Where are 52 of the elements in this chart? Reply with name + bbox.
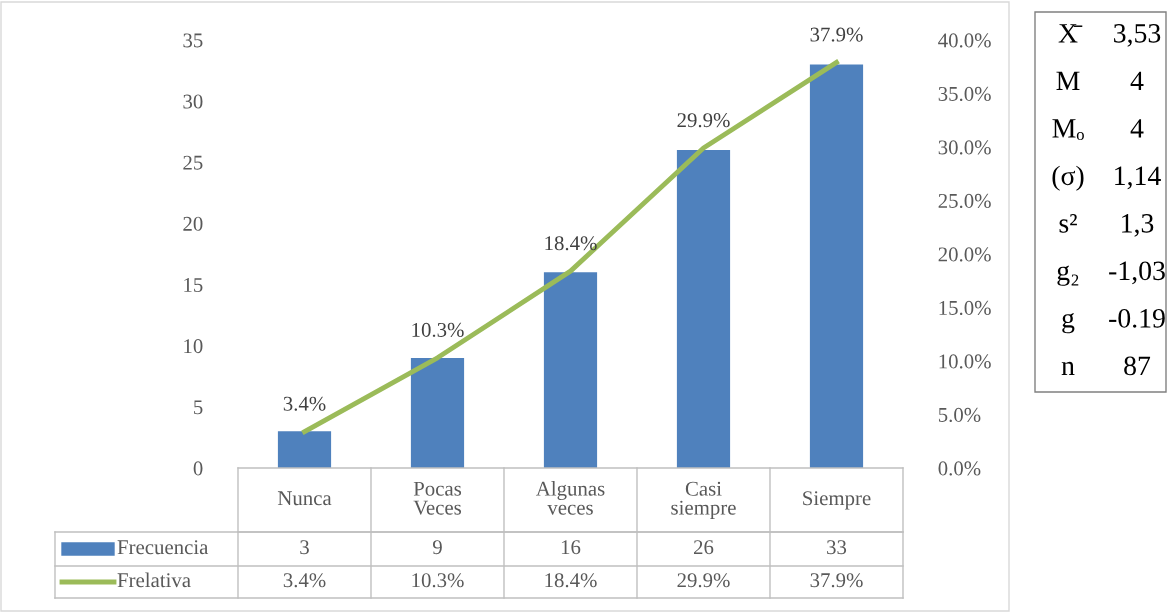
data-label: 3 bbox=[300, 540, 309, 555]
legend-label: Frelativa bbox=[117, 572, 191, 588]
x-tick-label: Casi siempre bbox=[671, 481, 736, 519]
y2-tick-label: 0.0% bbox=[938, 461, 981, 476]
y2-tick-label: 15.0% bbox=[939, 300, 991, 316]
data-label: 16 bbox=[561, 540, 581, 555]
y2-tick-label: 35.0% bbox=[938, 86, 991, 102]
y2-tick-label: 20.0% bbox=[938, 247, 991, 262]
text: 18.4% bbox=[545, 236, 597, 251]
y-tick-label: 25 bbox=[183, 155, 203, 170]
text: 10.3% bbox=[412, 322, 464, 337]
bar bbox=[277, 431, 332, 468]
text: M 4 bbox=[1056, 71, 1144, 90]
y2-tick-label: 30.0% bbox=[938, 140, 991, 155]
y-tick-label: 35 bbox=[183, 33, 203, 48]
y-tick-label: 30 bbox=[183, 94, 203, 109]
x-tick-label: Pocas Veces bbox=[413, 481, 462, 515]
x-tick-label: Algunas veces bbox=[535, 481, 605, 515]
x-tick-label: Siempre bbox=[803, 491, 871, 510]
y-tick-label: 5 bbox=[194, 400, 203, 415]
data-label: 10.3% bbox=[412, 573, 464, 588]
bar bbox=[809, 64, 864, 468]
bar bbox=[410, 357, 465, 468]
data-label: 29.9% bbox=[677, 573, 730, 588]
legend-label: Frecuencia bbox=[117, 540, 209, 555]
data-label: 37.9% bbox=[810, 573, 863, 588]
text: s² 1,3 bbox=[1059, 214, 1154, 237]
text: 37.9% bbox=[810, 27, 863, 42]
y2-tick-label: 5.0% bbox=[938, 407, 981, 423]
text: Mₒ 4 bbox=[1052, 119, 1144, 141]
data-label: 3.4% bbox=[283, 573, 326, 588]
text: (σ) 1,14 bbox=[1052, 165, 1161, 191]
bar bbox=[676, 150, 731, 468]
data-label: 26 bbox=[694, 540, 714, 555]
text: n 87 bbox=[1061, 356, 1151, 376]
text: 29.9% bbox=[677, 113, 730, 128]
data-label: 33 bbox=[827, 540, 847, 555]
x-tick-label: Nunca bbox=[277, 491, 332, 506]
data-label: 18.4% bbox=[545, 573, 597, 588]
data-label: 9 bbox=[432, 540, 442, 555]
text: g₂ -1,03 bbox=[1057, 261, 1165, 286]
text: g -0.19 bbox=[1062, 308, 1165, 334]
bar bbox=[543, 272, 598, 468]
text: X̄ 3,53 bbox=[1058, 24, 1161, 47]
y2-tick-label: 40.0% bbox=[938, 33, 991, 48]
y-tick-label: 10 bbox=[184, 339, 203, 354]
text: 3.4% bbox=[283, 396, 326, 411]
y2-tick-label: 25.0% bbox=[938, 193, 991, 209]
y-tick-label: 0 bbox=[193, 461, 203, 476]
y-tick-label: 20 bbox=[183, 216, 203, 231]
y2-tick-label: 10.0% bbox=[939, 354, 991, 369]
y-tick-label: 15 bbox=[184, 278, 203, 292]
